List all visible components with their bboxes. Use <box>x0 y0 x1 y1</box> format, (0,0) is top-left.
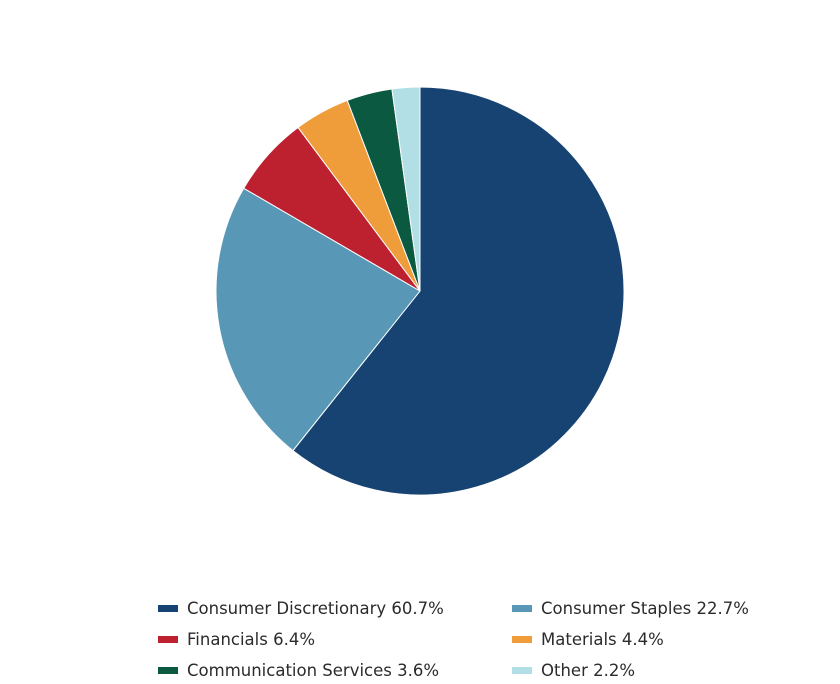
pie-slice-consumer-staples <box>215 187 421 452</box>
legend-item-financials: Financials 6.4% <box>158 627 315 651</box>
legend-item-consumer-staples: Consumer Staples 22.7% <box>512 596 749 620</box>
legend-label: Financials 6.4% <box>187 629 316 649</box>
legend-swatch <box>158 635 178 643</box>
pie-slice-consumer-discretionary <box>292 86 625 496</box>
legend-item-materials: Materials 4.4% <box>512 627 664 651</box>
legend-label: Other 2.2% <box>541 660 636 680</box>
legend-item-communication-services: Communication Services 3.6% <box>158 658 439 682</box>
pie-slice-other <box>391 86 421 292</box>
legend-swatch <box>512 666 532 674</box>
legend-swatch <box>512 635 532 643</box>
legend-swatch <box>158 604 178 612</box>
legend-swatch <box>158 666 178 674</box>
legend-label: Consumer Staples 22.7% <box>541 598 749 618</box>
legend-swatch <box>512 604 532 612</box>
legend-label: Communication Services 3.6% <box>187 660 440 680</box>
pie-slices <box>215 86 625 496</box>
legend-label: Materials 4.4% <box>541 629 664 649</box>
legend-item-other: Other 2.2% <box>512 658 635 682</box>
legend-item-consumer-discretionary: Consumer Discretionary 60.7% <box>158 596 444 620</box>
legend-label: Consumer Discretionary 60.7% <box>187 598 444 618</box>
